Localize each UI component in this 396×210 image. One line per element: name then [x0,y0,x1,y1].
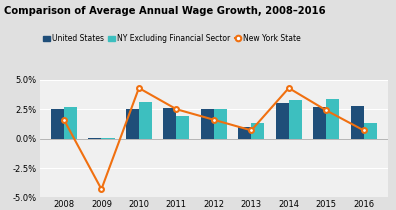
Bar [126,109,139,139]
Bar [313,107,326,139]
Bar [238,127,251,139]
Bar [214,109,227,139]
Bar [289,100,302,139]
Text: Comparison of Average Annual Wage Growth, 2008–2016: Comparison of Average Annual Wage Growth… [4,6,326,16]
Bar [88,138,101,139]
Bar [176,116,189,139]
Bar [64,107,77,139]
Bar [364,123,377,139]
Bar [201,109,214,139]
Bar [51,109,64,139]
Bar [326,99,339,139]
Bar [139,102,152,139]
Bar [350,106,364,139]
Bar [276,103,289,139]
Bar [163,108,176,139]
Bar [101,138,114,139]
Legend: United States, NY Excluding Financial Sector, New York State: United States, NY Excluding Financial Se… [44,34,301,43]
Bar [251,123,265,139]
